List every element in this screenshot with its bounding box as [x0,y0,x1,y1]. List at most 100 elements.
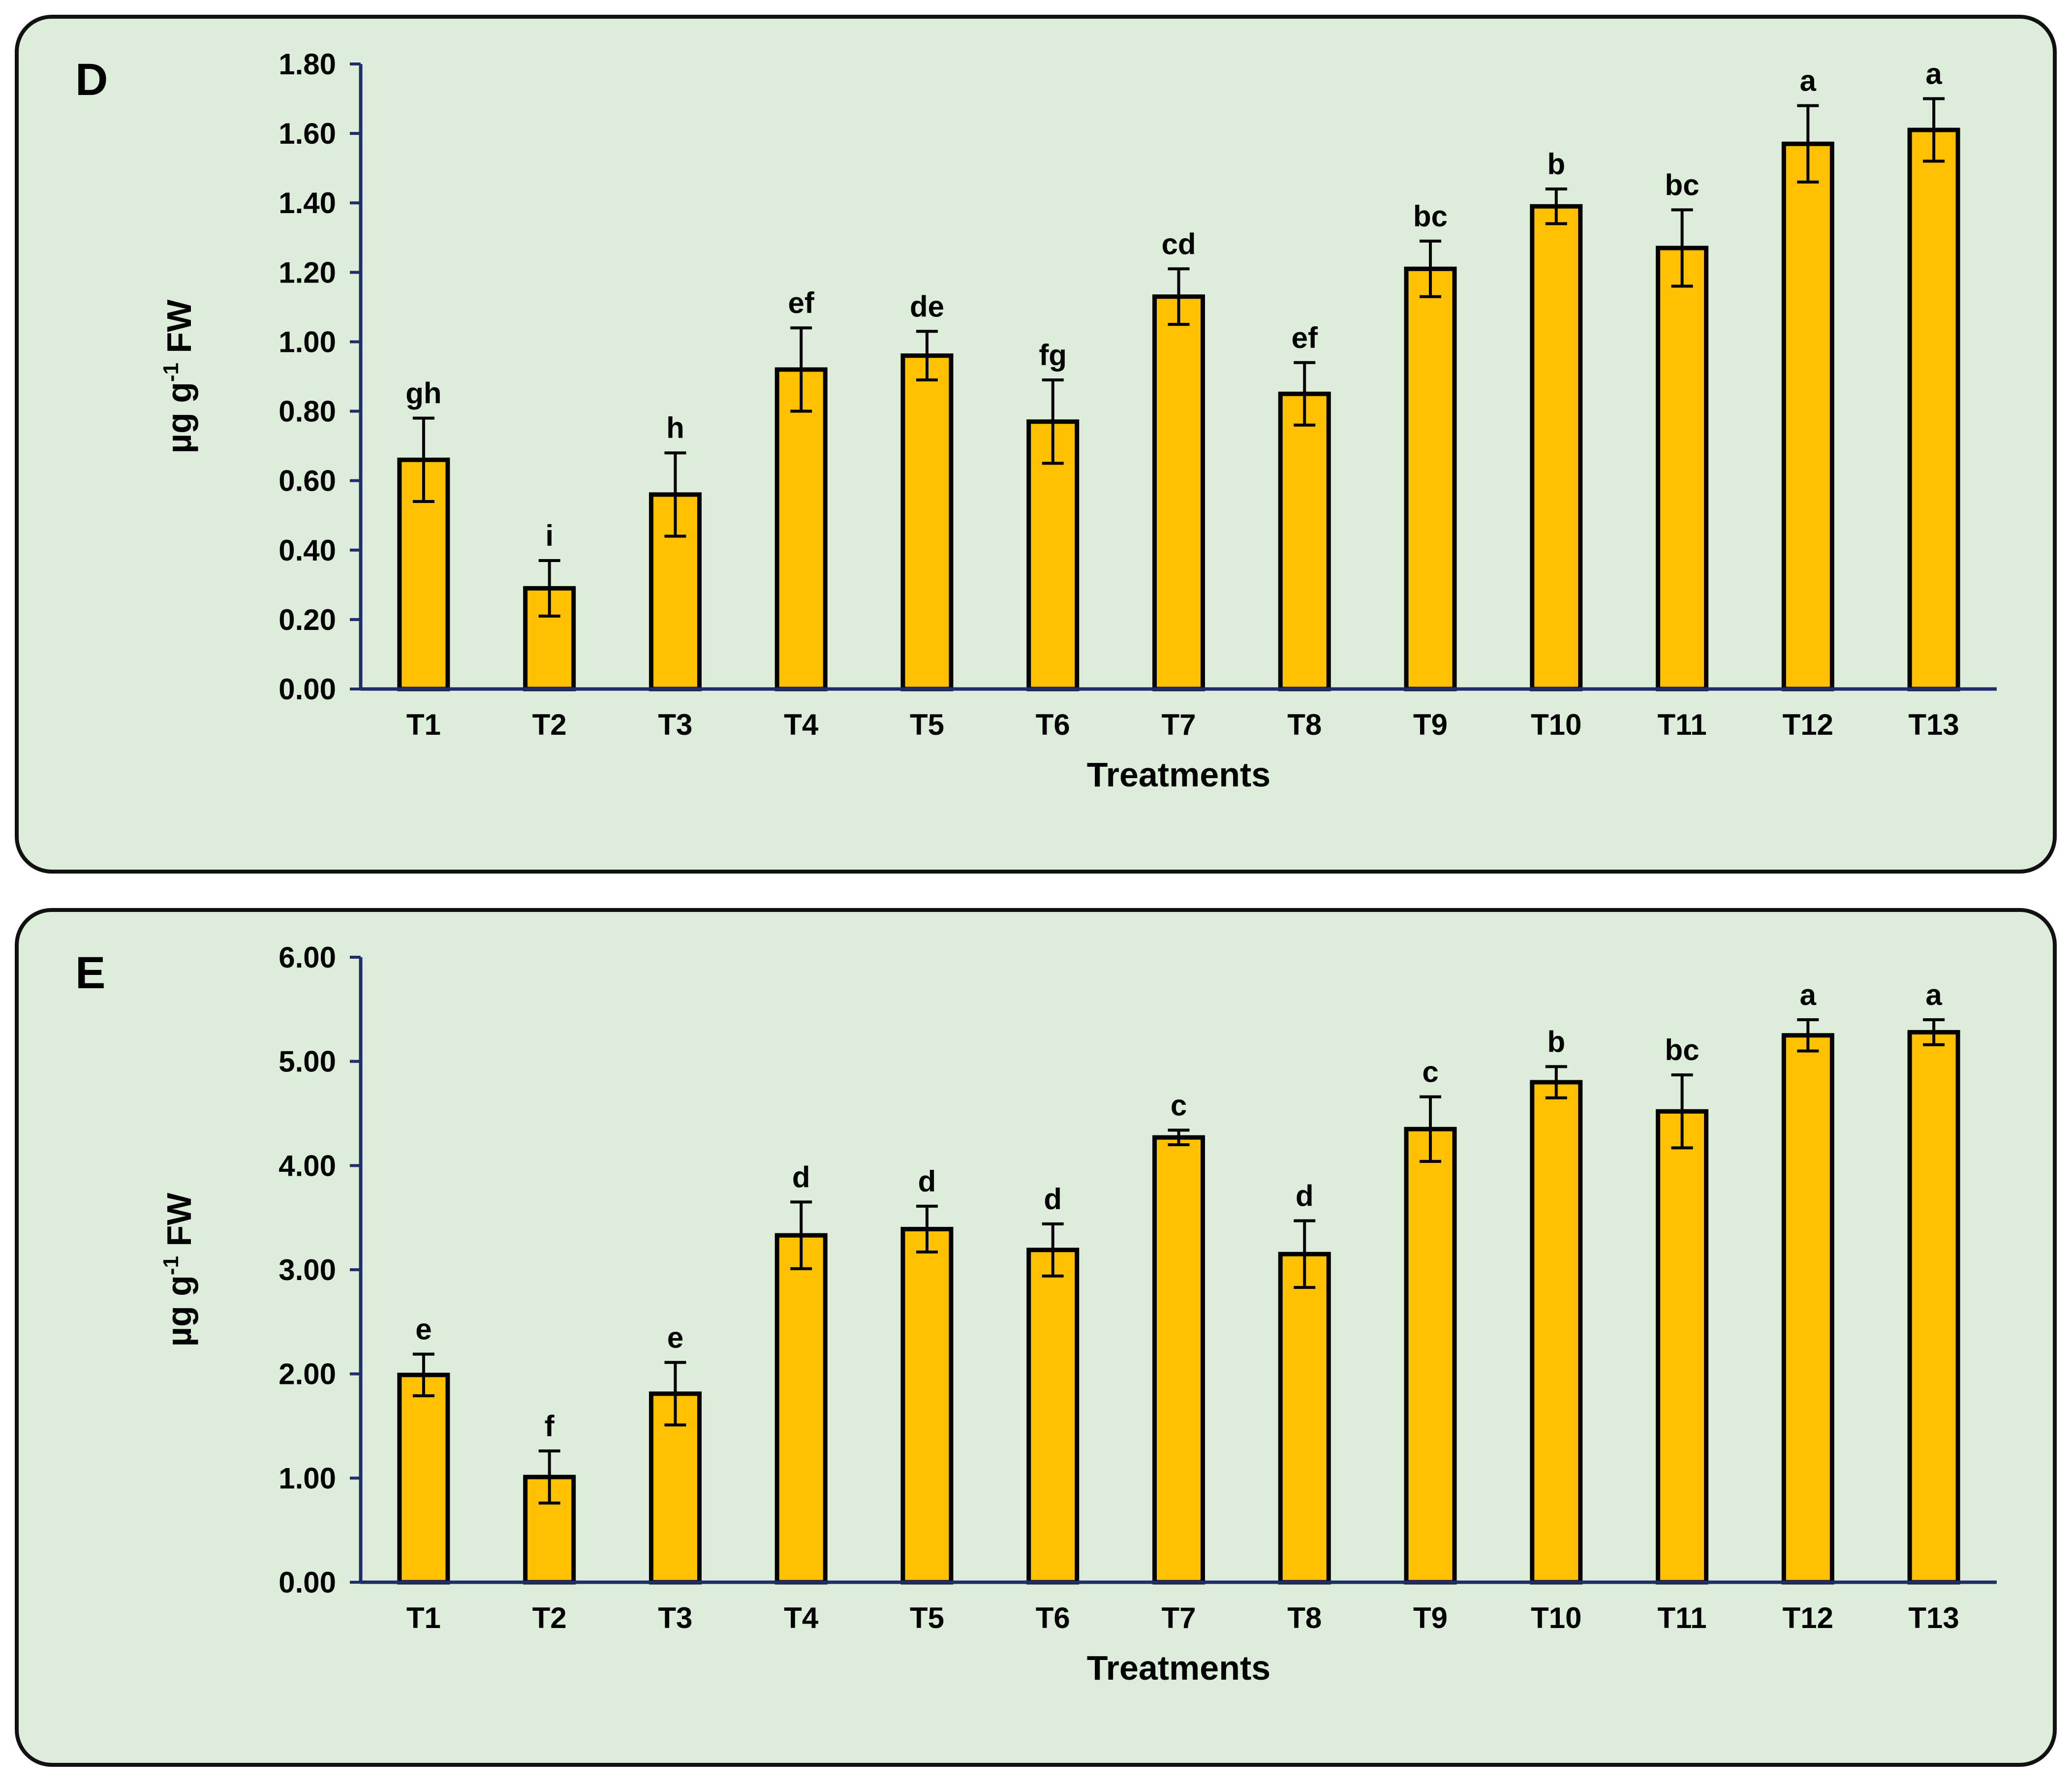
bar-t8 [1278,391,1331,691]
significance-letter: a [1925,58,1942,91]
x-category-label: T4 [784,1601,819,1634]
significance-letter: cd [1161,227,1196,260]
x-category-label: T1 [406,1601,441,1634]
x-category-label: T4 [784,708,819,741]
y-axis-title: µg g-1 FW [159,300,198,454]
y-axis-title-superscript: -1 [159,363,183,382]
bar-t9 [1404,266,1457,691]
x-category-label: T8 [1287,1601,1322,1634]
y-tick-label: 1.00 [278,1462,336,1495]
x-category-label: T6 [1036,708,1070,741]
x-category-label: T3 [658,1601,692,1634]
significance-letter: d [1044,1183,1062,1216]
bar-t11 [1656,1109,1709,1585]
significance-letter: f [545,1409,555,1442]
y-axis-title-unit: FW [160,1193,198,1256]
y-tick-label: 0.60 [278,465,336,498]
significance-letter: bc [1665,168,1700,201]
y-tick-label: 0.00 [278,1566,336,1599]
y-tick-label: 0.20 [278,603,336,636]
x-category-label: T3 [658,708,692,741]
significance-letter: bc [1665,1033,1700,1066]
y-axis-title-unit: FW [160,300,198,363]
significance-letter: b [1547,148,1565,181]
significance-letter: ef [788,286,815,319]
x-category-label: T5 [910,708,944,741]
significance-letter: i [545,519,554,552]
bar-t10 [1530,204,1583,691]
bar-t12 [1781,141,1834,691]
bar-t1 [397,1373,450,1585]
y-axis-title-superscript: -1 [159,1256,183,1275]
significance-letter: de [910,290,944,323]
y-tick-label: 1.80 [278,48,336,81]
x-category-label: T12 [1783,1601,1833,1634]
significance-letter: h [666,411,684,444]
bar-t4 [774,1233,828,1585]
x-category-label: T7 [1161,1601,1196,1634]
y-tick-label: 0.00 [278,673,336,706]
x-category-label: T2 [532,708,567,741]
significance-letter: d [1296,1180,1314,1213]
significance-letter: gh [405,377,441,410]
significance-letter: e [415,1313,432,1346]
significance-letter: b [1547,1025,1565,1058]
x-axis-title: Treatments [1087,755,1270,794]
bar-t7 [1152,1135,1205,1585]
significance-letter: c [1171,1089,1187,1122]
significance-letter: d [918,1165,936,1198]
x-category-label: T7 [1161,708,1196,741]
x-category-label: T9 [1413,1601,1448,1634]
y-axis-title-main: µg g [160,1275,198,1347]
y-tick-label: 5.00 [278,1045,336,1078]
bar-t9 [1404,1127,1457,1585]
y-tick-label: 4.00 [278,1149,336,1182]
x-category-label: T10 [1531,1601,1581,1634]
significance-letter: a [1925,978,1942,1011]
y-tick-label: 0.40 [278,534,336,567]
y-tick-label: 1.40 [278,187,336,219]
y-tick-label: 1.00 [278,325,336,358]
x-category-label: T11 [1658,1601,1707,1634]
chart-panel-e: E 0.00 1.00 2.00 3.00 4.00 5.00 6.00 µg g-1 FW e T… [15,908,2057,1767]
significance-letter: e [667,1321,683,1354]
x-category-label: T10 [1531,708,1581,741]
bar-t10 [1530,1080,1583,1585]
bar-t4 [774,367,828,691]
bar-t5 [900,1226,954,1585]
y-tick-label: 0.80 [278,395,336,428]
x-category-label: T2 [532,1601,567,1634]
significance-letter: a [1800,978,1817,1011]
x-category-label: T5 [910,1601,944,1634]
significance-letter: c [1422,1056,1438,1089]
bar-t8 [1278,1252,1331,1585]
significance-letter: ef [1292,321,1318,354]
panel-label: D [75,55,108,105]
bar-t5 [900,353,954,691]
bar-t7 [1152,294,1205,691]
bar-t11 [1656,246,1709,691]
x-category-label: T13 [1908,708,1959,741]
x-category-label: T9 [1413,708,1448,741]
bar-t6 [1026,1248,1080,1585]
x-category-label: T8 [1287,708,1322,741]
chart-d-svg: D 0.00 0.20 0.40 0.60 0.80 1.00 1.20 1.40 1.60 1.8… [75,48,1997,794]
y-tick-label: 2.00 [278,1358,336,1391]
bar-t13 [1907,1030,1960,1585]
bar-t6 [1026,419,1080,691]
panel-label: E [75,948,105,998]
x-category-label: T13 [1908,1601,1959,1634]
x-category-label: T1 [406,708,441,741]
x-category-label: T11 [1658,708,1707,741]
chart-panel-d: D 0.00 0.20 0.40 0.60 0.80 1.00 1.20 1.40 1.60 1.8… [15,15,2057,874]
bar-t13 [1907,127,1960,691]
chart-e-svg: E 0.00 1.00 2.00 3.00 4.00 5.00 6.00 µg g-1 FW e T… [75,941,1997,1687]
significance-letter: fg [1039,339,1067,372]
y-axis-title: µg g-1 FW [159,1193,198,1347]
significance-letter: d [792,1160,810,1193]
significance-letter: a [1800,64,1817,97]
y-tick-label: 1.20 [278,256,336,289]
x-category-label: T12 [1783,708,1833,741]
x-category-label: T6 [1036,1601,1070,1634]
x-axis-title: Treatments [1087,1649,1270,1687]
